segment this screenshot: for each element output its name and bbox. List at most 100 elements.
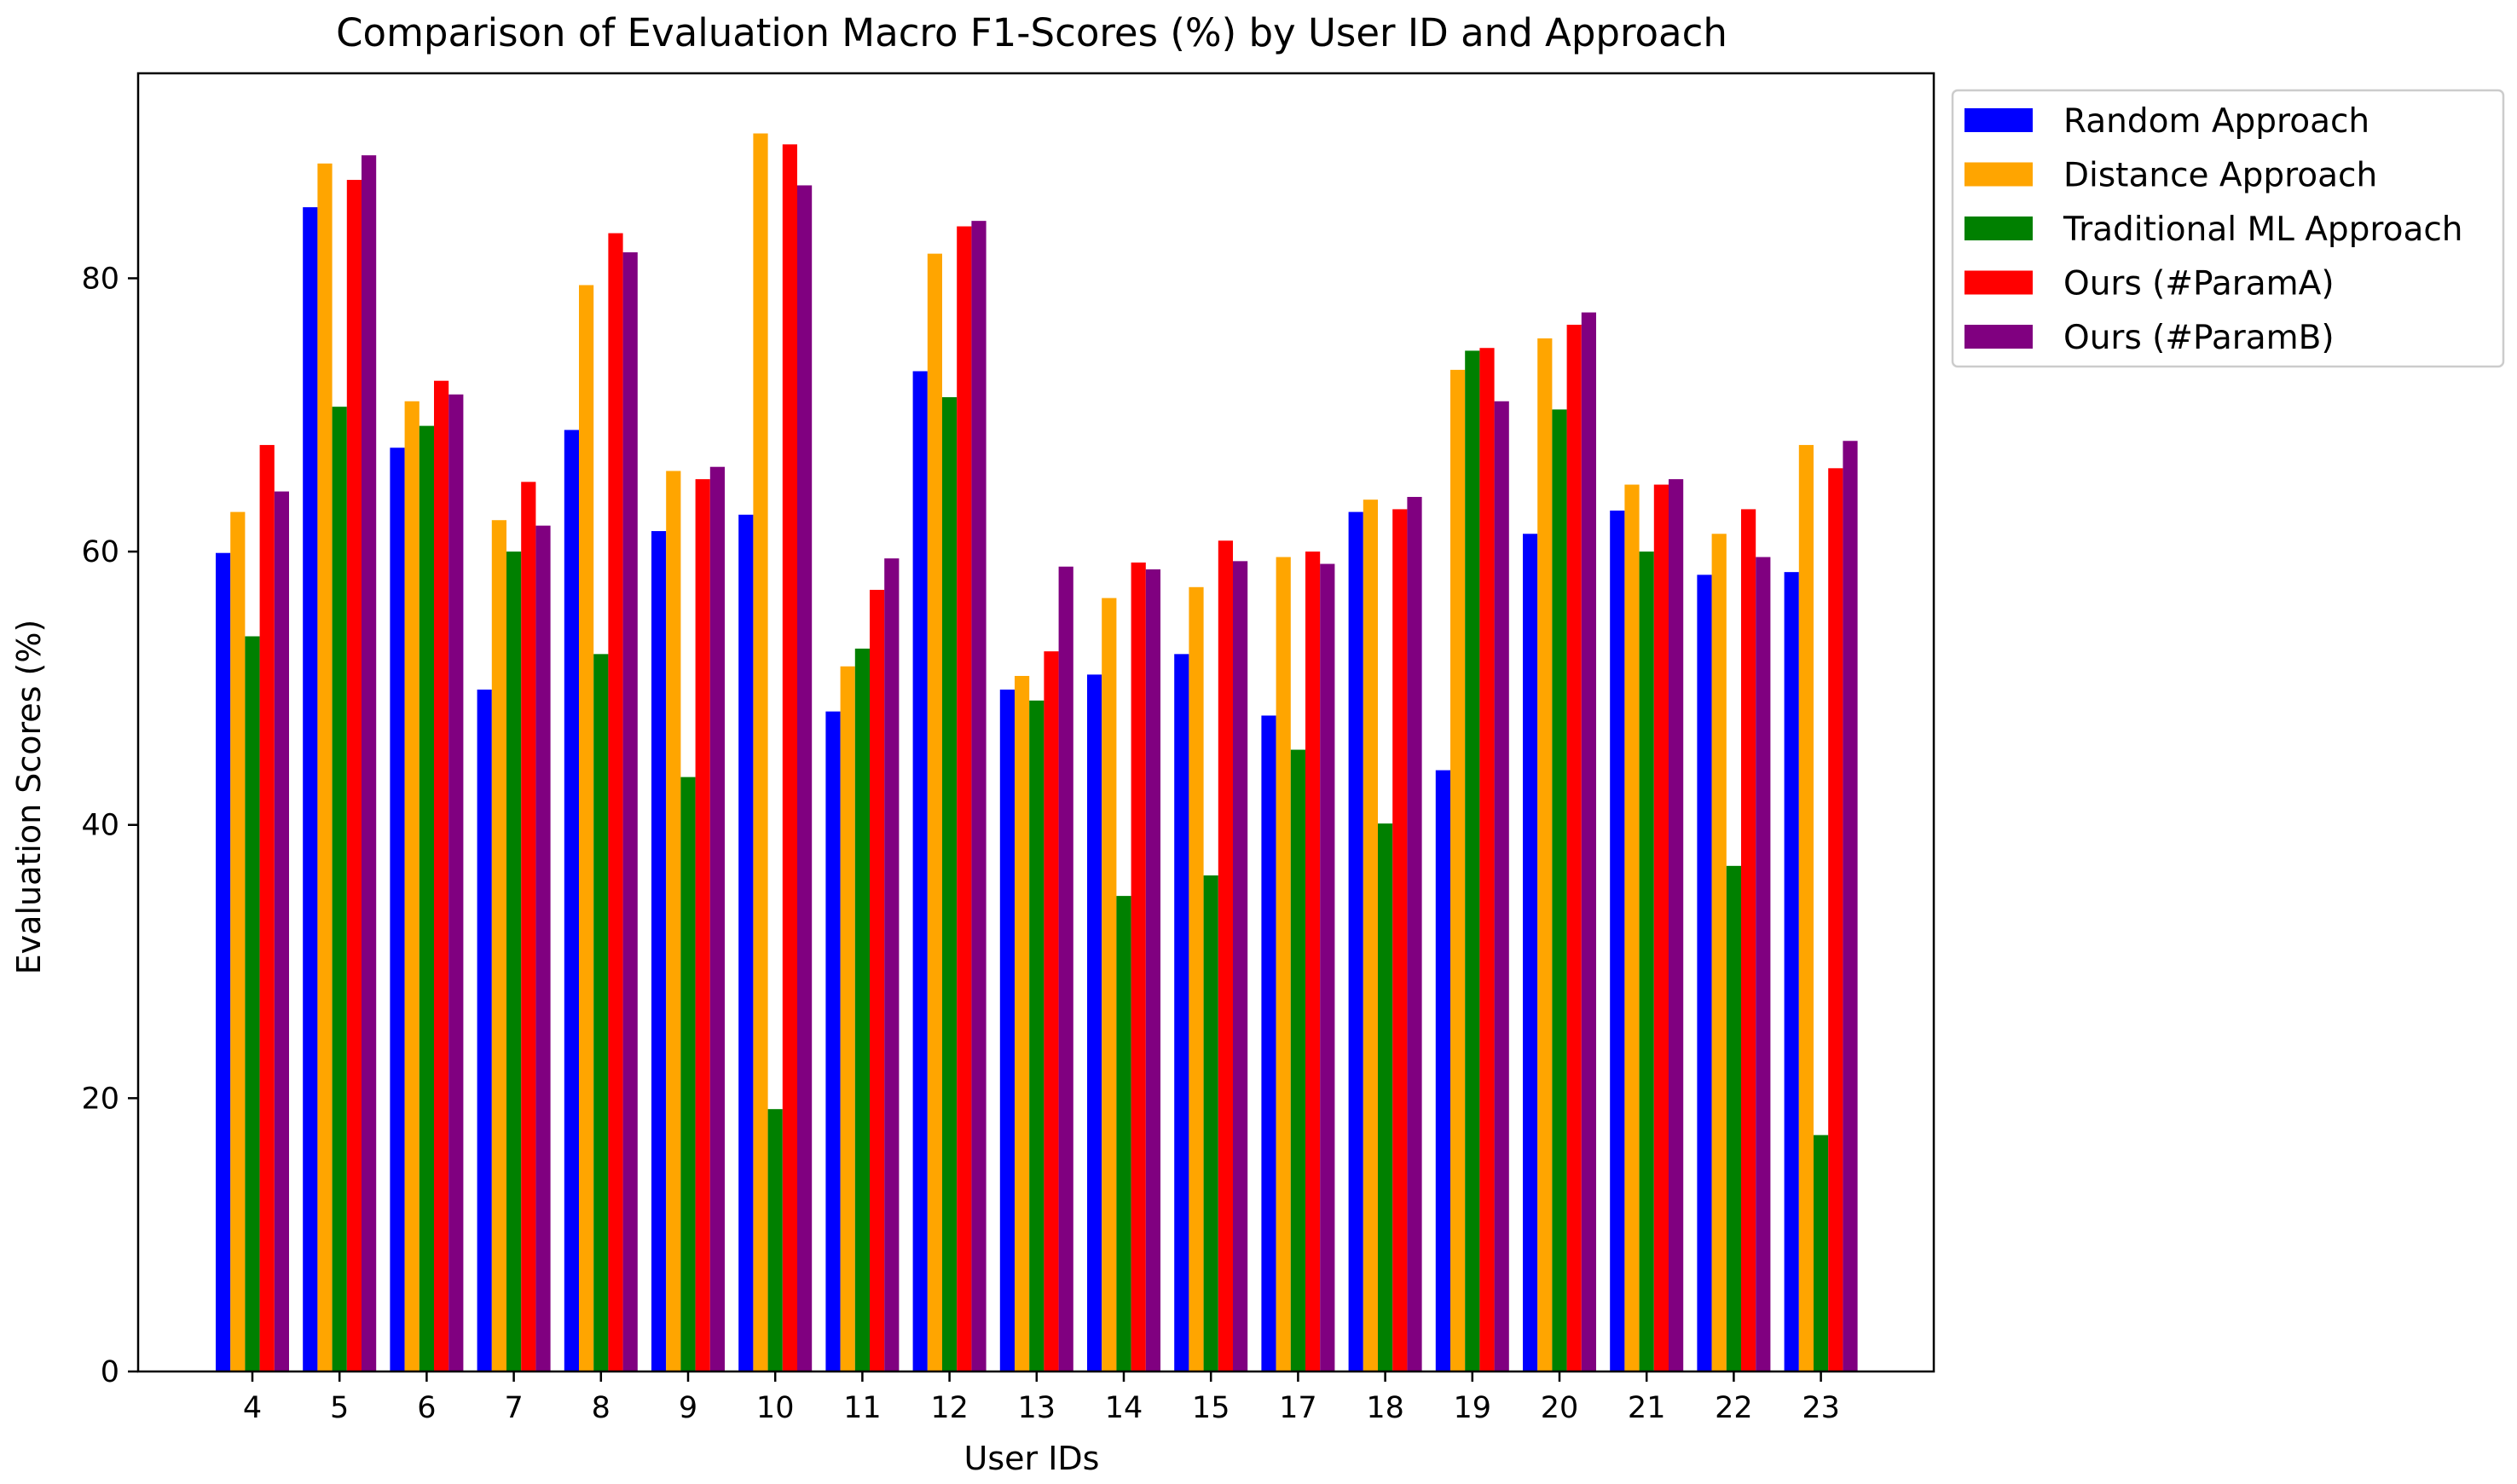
- bar-traditional-ml-approach-user-10: [767, 1109, 783, 1371]
- bar-ours-paramb-user-15: [1233, 561, 1248, 1371]
- bar-traditional-ml-approach-user-15: [1203, 875, 1218, 1371]
- bar-traditional-ml-approach-user-21: [1639, 551, 1654, 1371]
- bar-random-approach-user-21: [1610, 511, 1625, 1371]
- bar-random-approach-user-15: [1174, 654, 1189, 1371]
- x-tick-label: 17: [1279, 1391, 1317, 1425]
- x-axis-label: User IDs: [964, 1440, 1100, 1477]
- bar-distance-approach-user-21: [1624, 484, 1640, 1371]
- bar-traditional-ml-approach-user-12: [942, 396, 958, 1372]
- y-tick-label: 60: [81, 535, 119, 569]
- bar-distance-approach-user-23: [1798, 445, 1814, 1371]
- bar-random-approach-user-17: [1261, 715, 1276, 1371]
- legend-swatch: [1964, 162, 2033, 187]
- chart-title: Comparison of Evaluation Macro F1-Scores…: [336, 10, 1727, 55]
- bar-ours-parama-user-14: [1131, 562, 1146, 1371]
- bar-ours-paramb-user-9: [709, 466, 725, 1372]
- bar-ours-paramb-user-12: [971, 221, 987, 1371]
- bar-random-approach-user-22: [1697, 575, 1712, 1371]
- bar-ours-parama-user-6: [434, 380, 449, 1372]
- bar-distance-approach-user-22: [1711, 534, 1727, 1371]
- y-tick-label: 80: [81, 262, 119, 296]
- bar-ours-parama-user-9: [695, 479, 710, 1371]
- bar-traditional-ml-approach-user-18: [1378, 823, 1393, 1371]
- bar-random-approach-user-6: [390, 448, 405, 1371]
- x-tick-label: 8: [592, 1391, 610, 1425]
- x-tick-label: 7: [504, 1391, 523, 1425]
- legend-label: Traditional ML Approach: [2063, 211, 2463, 249]
- x-tick-label: 18: [1366, 1391, 1404, 1425]
- y-axis-label: Evaluation Scores (%): [10, 620, 48, 975]
- bar-random-approach-user-18: [1348, 511, 1363, 1371]
- bar-ours-paramb-user-14: [1145, 569, 1160, 1371]
- x-tick-label: 9: [679, 1391, 697, 1425]
- bar-ours-paramb-user-17: [1320, 563, 1335, 1371]
- bar-ours-parama-user-13: [1044, 651, 1059, 1371]
- x-tick-label: 10: [756, 1391, 795, 1425]
- x-tick-label: 14: [1105, 1391, 1143, 1425]
- legend-swatch: [1964, 108, 2033, 132]
- bar-ours-parama-user-11: [870, 589, 885, 1371]
- bar-traditional-ml-approach-user-13: [1029, 700, 1044, 1371]
- bar-ours-parama-user-21: [1653, 484, 1669, 1371]
- bar-distance-approach-user-12: [927, 253, 942, 1371]
- bar-ours-parama-user-22: [1741, 509, 1756, 1371]
- bar-distance-approach-user-15: [1189, 586, 1204, 1371]
- bar-random-approach-user-23: [1784, 572, 1799, 1371]
- bar-ours-paramb-user-7: [535, 525, 551, 1371]
- bar-ours-parama-user-8: [608, 233, 623, 1371]
- bar-distance-approach-user-10: [753, 133, 768, 1371]
- bar-distance-approach-user-13: [1015, 675, 1030, 1371]
- bar-random-approach-user-11: [825, 711, 841, 1371]
- legend-label: Ours (#ParamA): [2063, 265, 2335, 303]
- bar-traditional-ml-approach-user-23: [1814, 1135, 1829, 1371]
- x-tick-label: 11: [843, 1391, 882, 1425]
- bar-ours-parama-user-10: [782, 144, 797, 1372]
- bar-ours-paramb-user-23: [1843, 441, 1858, 1371]
- bar-random-approach-user-7: [477, 690, 492, 1371]
- bar-distance-approach-user-14: [1102, 598, 1117, 1371]
- x-tick-label: 5: [330, 1391, 349, 1425]
- bar-ours-parama-user-4: [259, 445, 275, 1371]
- bar-random-approach-user-8: [564, 430, 579, 1371]
- bar-random-approach-user-20: [1523, 534, 1538, 1371]
- bars-layer: [216, 133, 1858, 1372]
- x-tick-label: 19: [1454, 1391, 1492, 1425]
- bar-ours-paramb-user-22: [1756, 557, 1771, 1371]
- y-tick-label: 0: [101, 1355, 119, 1389]
- bar-traditional-ml-approach-user-4: [245, 636, 260, 1371]
- bar-traditional-ml-approach-user-5: [332, 407, 347, 1371]
- bar-random-approach-user-5: [303, 207, 318, 1372]
- bar-random-approach-user-9: [651, 531, 667, 1371]
- x-tick-label: 6: [417, 1391, 436, 1425]
- x-tick-label: 23: [1802, 1391, 1840, 1425]
- bar-ours-paramb-user-5: [362, 155, 377, 1372]
- bar-ours-parama-user-18: [1392, 509, 1408, 1371]
- bar-random-approach-user-14: [1087, 674, 1102, 1371]
- legend-label: Random Approach: [2063, 102, 2369, 141]
- legend-label: Distance Approach: [2063, 157, 2377, 195]
- bar-ours-paramb-user-6: [448, 394, 464, 1371]
- legend-swatch: [1964, 217, 2033, 240]
- bar-random-approach-user-12: [912, 371, 928, 1371]
- x-tick-label: 15: [1192, 1391, 1230, 1425]
- bar-traditional-ml-approach-user-17: [1290, 749, 1305, 1371]
- bar-random-approach-user-13: [999, 690, 1015, 1371]
- bar-ours-parama-user-5: [346, 180, 362, 1371]
- bar-ours-paramb-user-21: [1669, 479, 1684, 1371]
- bar-traditional-ml-approach-user-8: [593, 654, 609, 1371]
- bar-ours-parama-user-12: [957, 226, 972, 1371]
- bar-ours-parama-user-17: [1305, 551, 1321, 1371]
- bar-ours-paramb-user-10: [797, 185, 813, 1372]
- bar-ours-paramb-user-8: [622, 252, 638, 1371]
- bar-traditional-ml-approach-user-20: [1552, 409, 1567, 1371]
- bar-distance-approach-user-19: [1450, 369, 1466, 1371]
- bar-distance-approach-user-18: [1363, 499, 1378, 1371]
- y-tick-label: 40: [81, 809, 119, 843]
- bar-traditional-ml-approach-user-9: [680, 777, 696, 1371]
- x-tick-label: 12: [930, 1391, 969, 1425]
- bar-distance-approach-user-17: [1276, 557, 1291, 1371]
- bar-distance-approach-user-7: [491, 520, 506, 1371]
- bar-distance-approach-user-11: [840, 666, 855, 1371]
- x-tick-label: 21: [1628, 1391, 1666, 1425]
